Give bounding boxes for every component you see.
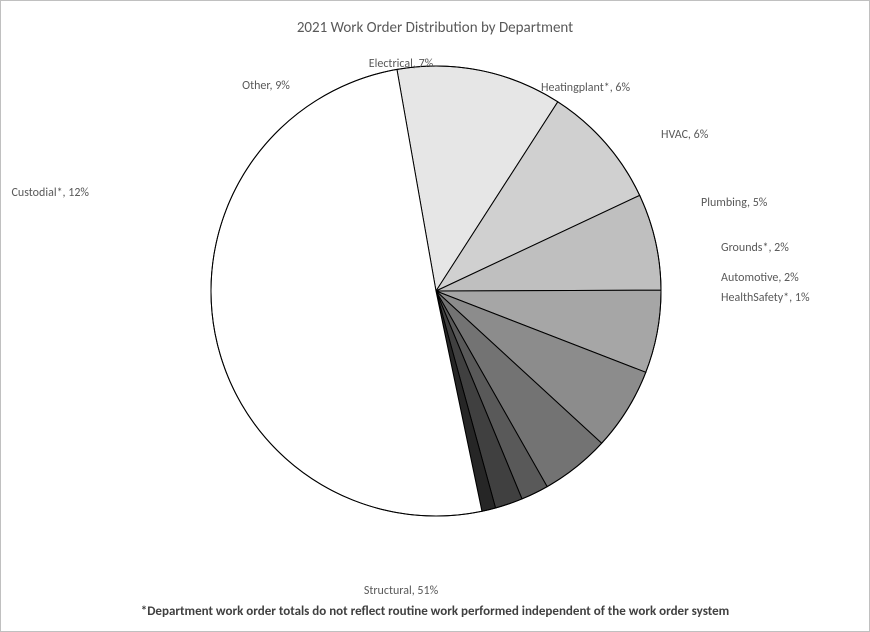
slice-label: HVAC, 6% bbox=[661, 128, 708, 142]
slice-label: Automotive, 2% bbox=[721, 271, 799, 285]
slice-label: Electrical, 7% bbox=[369, 57, 433, 71]
slice-label: Structural, 51% bbox=[364, 584, 438, 598]
chart-title: 2021 Work Order Distribution by Departme… bbox=[1, 19, 869, 37]
slice-label: Heatingplant*, 6% bbox=[541, 81, 630, 95]
chart-container: 2021 Work Order Distribution by Departme… bbox=[0, 0, 870, 632]
pie-svg bbox=[206, 61, 666, 521]
slice-label: Grounds*, 2% bbox=[721, 241, 789, 255]
chart-footnote: *Department work order totals do not ref… bbox=[1, 604, 869, 619]
slice-label: HealthSafety*, 1% bbox=[721, 291, 810, 305]
slice-label: Plumbing, 5% bbox=[701, 196, 767, 210]
slice-label: Custodial*, 12% bbox=[12, 186, 89, 200]
pie-chart bbox=[206, 61, 666, 521]
slice-label: Other, 9% bbox=[242, 79, 290, 93]
